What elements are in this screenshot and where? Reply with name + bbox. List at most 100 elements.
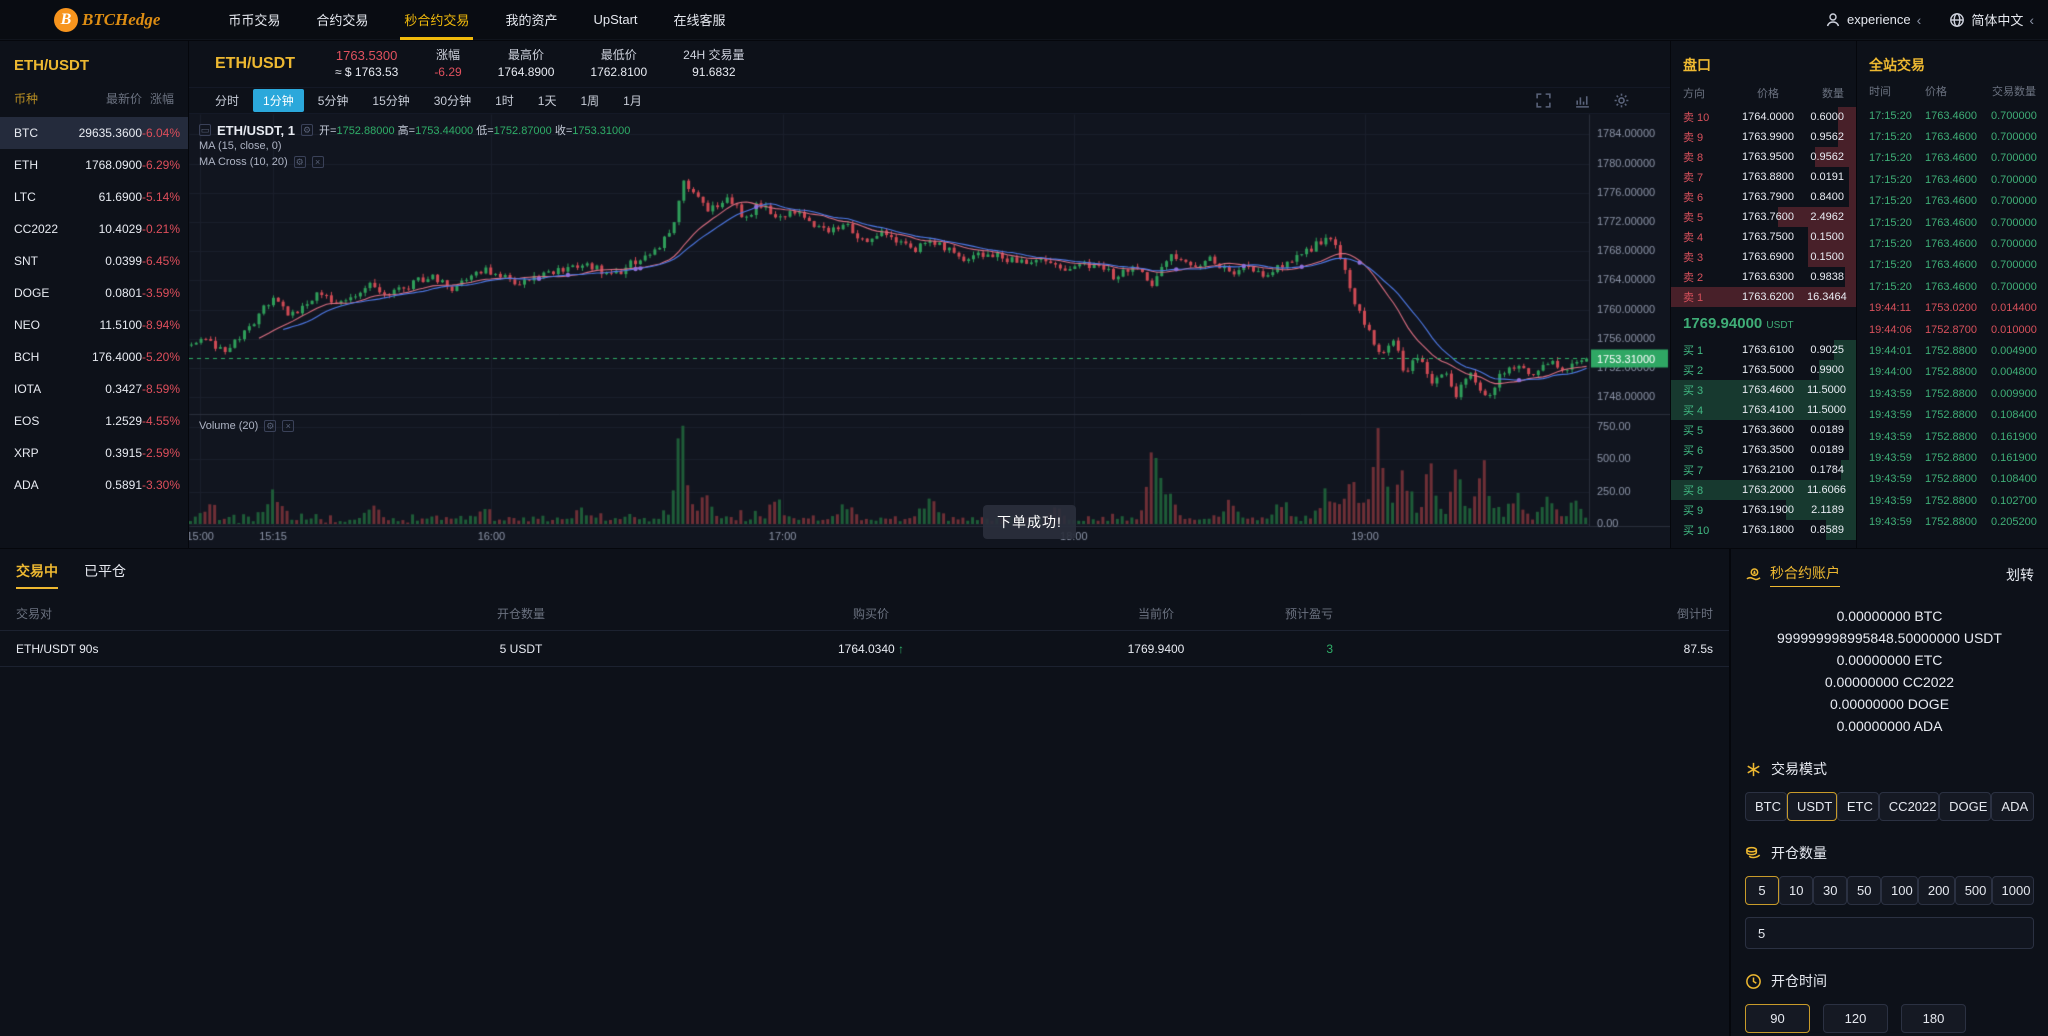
depth-bar: [1844, 267, 1856, 287]
bid-row-10[interactable]: 买 10 1763.1800 0.8589: [1671, 520, 1856, 540]
timeframes: 分时 1分钟 5分钟 15分钟 30分钟 1时 1天 1周 1月: [205, 89, 652, 112]
timeframe-7[interactable]: 1周: [580, 94, 600, 108]
chart-area: ▭ ETH/USDT, 1 ⚙ 开=1752.88000 高=1753.4400…: [189, 114, 1670, 548]
bid-row-7[interactable]: 买 7 1763.2100 0.1784: [1671, 460, 1856, 480]
main-menu: 币币交易 合约交易 秒合约交易 我的资产 UpStart 在线客服: [210, 0, 743, 40]
timeframe-5[interactable]: 1时: [495, 94, 514, 108]
market-row-LTC[interactable]: LTC 61.6900 -5.14%: [14, 190, 181, 204]
amount-option-200[interactable]: 200: [1917, 876, 1955, 905]
mode-option-DOGE[interactable]: DOGE: [1939, 792, 1992, 821]
collapse-icon[interactable]: ▭: [199, 124, 211, 136]
trade-row-3: 17:15:20 1763.4600 0.700000: [1869, 173, 2037, 186]
bid-row-5[interactable]: 买 5 1763.3600 0.0189: [1671, 420, 1856, 440]
account-title[interactable]: 秒合约账户: [1770, 563, 1840, 587]
bid-row-2[interactable]: 买 2 1763.5000 0.9900: [1671, 360, 1856, 380]
market-row-CC2022[interactable]: CC2022 10.4029 -0.21%: [14, 222, 181, 236]
balance-line-3: 0.00000000 CC2022: [1824, 674, 1955, 690]
chart-low: 最低价 1762.8100: [590, 48, 648, 79]
bid-row-6[interactable]: 买 6 1763.3500 0.0189: [1671, 440, 1856, 460]
timeframe-0[interactable]: 分时: [215, 94, 240, 108]
ask-row-5[interactable]: 卖 6 1763.7900 0.8400: [1671, 187, 1856, 207]
depth-bar: [1848, 420, 1856, 440]
ask-row-10[interactable]: 卖 1 1763.6200 16.3464: [1671, 287, 1856, 307]
mode-option-CC2022[interactable]: CC2022: [1878, 792, 1940, 821]
ask-row-8[interactable]: 卖 3 1763.6900 0.1500: [1671, 247, 1856, 267]
language-menu[interactable]: 简体中文 ‹: [1949, 10, 2034, 29]
volume-legend: Volume (20) ⚙ ×: [199, 420, 295, 432]
market-row-ADA[interactable]: ADA 0.5891 -3.30%: [14, 478, 181, 492]
ma-close-icon[interactable]: ×: [311, 156, 324, 168]
user-menu[interactable]: experience ‹: [1825, 12, 1921, 28]
market-row-BCH[interactable]: BCH 176.4000 -5.20%: [14, 350, 181, 364]
amount-option-1000[interactable]: 1000: [1991, 876, 2034, 905]
ask-row-4[interactable]: 卖 7 1763.8800 0.0191: [1671, 167, 1856, 187]
bid-row-8[interactable]: 买 8 1763.2000 11.6066: [1671, 480, 1856, 500]
logo[interactable]: B BTCHedge: [54, 7, 160, 32]
depth-bar: [1778, 207, 1856, 227]
positions-tab-0[interactable]: 交易中: [16, 561, 58, 589]
position-row-0: ETH/USDT 90s 5 USDT 1764.0340 ↑ 1769.9400 3 8…: [0, 631, 1729, 667]
ask-row-2[interactable]: 卖 9 1763.9900 0.9562: [1671, 127, 1856, 147]
timeframe-4[interactable]: 30分钟: [433, 94, 472, 108]
timeframe-3[interactable]: 15分钟: [372, 94, 410, 108]
ma-gear-icon[interactable]: ⚙: [293, 156, 306, 168]
market-row-EOS[interactable]: EOS 1.2529 -4.55%: [14, 414, 181, 428]
amount-option-10[interactable]: 10: [1779, 876, 1813, 905]
mode-option-ADA[interactable]: ADA: [1991, 792, 2034, 821]
time-option-90[interactable]: 90: [1745, 1004, 1810, 1033]
menu-item-3[interactable]: 我的资产: [505, 13, 558, 28]
ask-row-6[interactable]: 卖 5 1763.7600 2.4962: [1671, 207, 1856, 227]
menu-item-0[interactable]: 币币交易: [228, 13, 281, 28]
ask-row-1[interactable]: 卖 10 1764.0000 0.6000: [1671, 107, 1856, 127]
mode-option-BTC[interactable]: BTC: [1745, 792, 1787, 821]
time-option-180[interactable]: 180: [1901, 1004, 1966, 1033]
market-row-NEO[interactable]: NEO 11.5100 -8.94%: [14, 318, 181, 332]
menu-item-4[interactable]: UpStart: [593, 12, 638, 27]
market-row-ETH[interactable]: ETH 1768.0900 -6.29%: [14, 158, 181, 172]
bid-row-1[interactable]: 买 1 1763.6100 0.9025: [1671, 340, 1856, 360]
depth-bar: [1841, 460, 1856, 480]
mode-option-ETC[interactable]: ETC: [1836, 792, 1879, 821]
market-row-SNT[interactable]: SNT 0.0399 -6.45%: [14, 254, 181, 268]
timeframe-1[interactable]: 1分钟: [253, 89, 304, 112]
fullscreen-icon[interactable]: [1535, 92, 1552, 109]
market-row-IOTA[interactable]: IOTA 0.3427 -8.59%: [14, 382, 181, 396]
trade-row-17: 19:43:59 1752.8800 0.108400: [1869, 473, 2037, 486]
ask-row-3[interactable]: 卖 8 1763.9500 0.9562: [1671, 147, 1856, 167]
amount-option-30[interactable]: 30: [1813, 876, 1847, 905]
bid-row-4[interactable]: 买 4 1763.4100 11.5000: [1671, 400, 1856, 420]
series-gear-icon[interactable]: ⚙: [301, 124, 314, 136]
timeframe-6[interactable]: 1天: [537, 94, 557, 108]
volume-gear-icon[interactable]: ⚙: [264, 420, 277, 432]
menu-item-5[interactable]: 在线客服: [673, 13, 726, 28]
transfer-link[interactable]: 划转: [2006, 567, 2034, 583]
depth-bar: [1848, 167, 1856, 187]
amount-option-500[interactable]: 500: [1954, 876, 1992, 905]
menu-item-1[interactable]: 合约交易: [316, 13, 369, 28]
mode-option-USDT[interactable]: USDT: [1786, 792, 1837, 821]
ask-row-7[interactable]: 卖 4 1763.7500 0.1500: [1671, 227, 1856, 247]
market-row-BTC[interactable]: BTC 29635.3600 -6.04%: [0, 117, 188, 149]
trade-row-9: 19:44:11 1753.0200 0.014400: [1869, 302, 2037, 315]
amount-input[interactable]: [1745, 917, 2034, 949]
indicator-icon[interactable]: [1574, 92, 1591, 109]
ask-row-9[interactable]: 卖 2 1763.6300 0.9838: [1671, 267, 1856, 287]
menu-item-2[interactable]: 秒合约交易: [386, 0, 487, 40]
kline-canvas[interactable]: [189, 114, 1670, 548]
gear-icon[interactable]: [1613, 92, 1630, 109]
balance-line-1: 999999998995848.50000000 USDT: [1777, 630, 2002, 646]
amount-option-5[interactable]: 5: [1745, 876, 1779, 905]
timeframe-2[interactable]: 5分钟: [317, 94, 349, 108]
open-amount-section-title: 开仓数量: [1745, 843, 2034, 863]
market-row-DOGE[interactable]: DOGE 0.0801 -3.59%: [14, 286, 181, 300]
positions-tab-1[interactable]: 已平仓: [84, 563, 126, 579]
market-row-XRP[interactable]: XRP 0.3915 -2.59%: [14, 446, 181, 460]
bid-row-3[interactable]: 买 3 1763.4600 11.5000: [1671, 380, 1856, 400]
amount-option-50[interactable]: 50: [1847, 876, 1881, 905]
time-option-120[interactable]: 120: [1823, 1004, 1888, 1033]
timeframe-8[interactable]: 1月: [623, 94, 642, 108]
toast-message: 下单成功!: [983, 505, 1076, 539]
volume-close-icon[interactable]: ×: [282, 420, 295, 432]
bid-row-9[interactable]: 买 9 1763.1900 2.1189: [1671, 500, 1856, 520]
amount-option-100[interactable]: 100: [1881, 876, 1918, 905]
